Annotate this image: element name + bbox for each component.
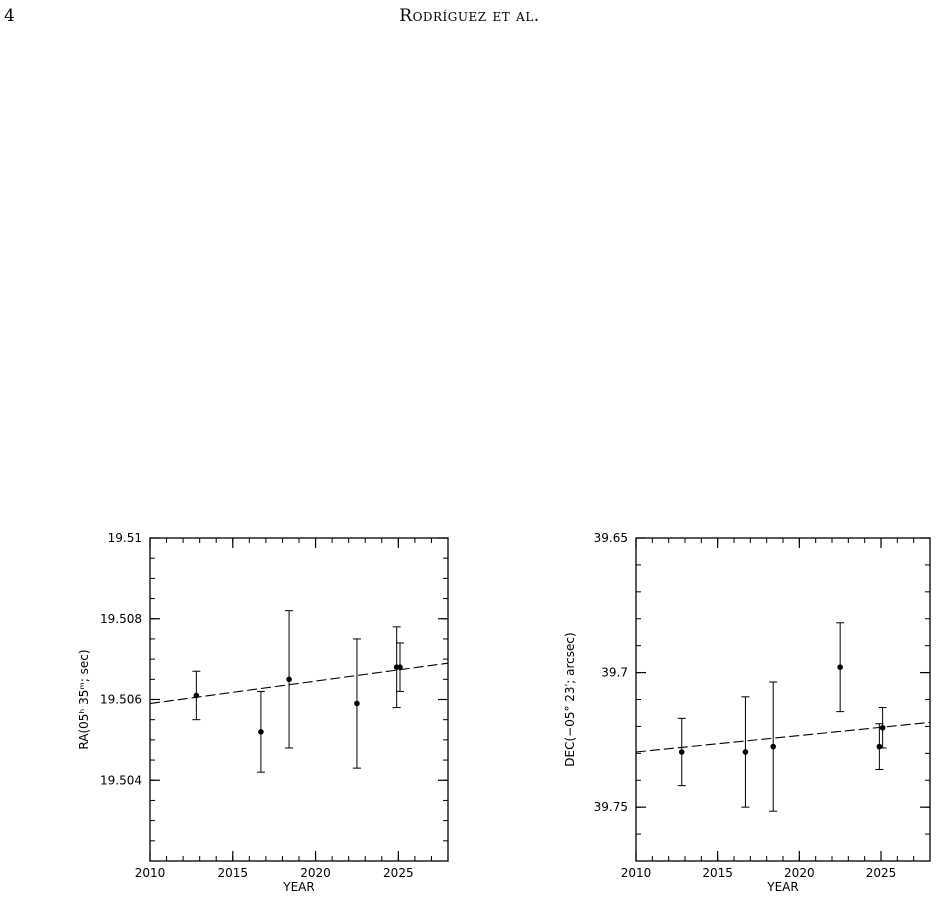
- chart1-data-point: [397, 664, 403, 670]
- chart2-x-tick-label: 2015: [702, 866, 733, 880]
- chart2-frame: [635, 537, 931, 862]
- chart1-y-tick-label: 19.506: [100, 693, 142, 707]
- chart2-y-tick-label: 39.7: [601, 666, 628, 680]
- chart2-plot: 2010 2015 2020 2025 39.65 39.7 39.75 YEAR DEC(−0…: [563, 531, 931, 894]
- chart2-x-tick-label: 2025: [866, 866, 897, 880]
- chart1-y-tick-label: 19.504: [100, 773, 142, 787]
- chart1-y-tick-label: 19.508: [100, 612, 142, 626]
- chart1-x-tick-label: 2010: [135, 866, 166, 880]
- chart2-data-point: [678, 749, 685, 755]
- chart1-x-tick-label: 2020: [300, 866, 331, 880]
- chart2-x-tick-label: 2020: [784, 866, 815, 880]
- chart2-data-point: [876, 743, 883, 750]
- chart1-x-axis-title: YEAR: [282, 880, 314, 894]
- chart1-plot: 2010 2015 2020 2025 19.504 19.506 19.508 19.51 Y…: [77, 531, 449, 894]
- running-head: Rodríguez et al.: [399, 6, 540, 26]
- chart2-data-point: [770, 743, 776, 750]
- chart1-data-point: [193, 692, 200, 699]
- chart2-y-tick-label: 39.75: [594, 800, 628, 814]
- chart2-y-tick-label: 39.65: [594, 531, 628, 545]
- chart2-data-point: [837, 664, 843, 670]
- chart1-frame: [149, 537, 449, 862]
- chart2-data-point: [879, 724, 886, 731]
- chart2-x-axis-title: YEAR: [766, 880, 798, 894]
- chart1-x-tick-label: 2025: [383, 866, 414, 880]
- page-number: 4: [4, 6, 15, 26]
- chart1-x-tick-label: 2015: [218, 866, 249, 880]
- chart2-data-point: [742, 749, 749, 755]
- chart1-data-point: [258, 729, 264, 735]
- chart1-y-tick-label: 19.51: [108, 531, 142, 545]
- chart1-y-axis-title: RA(05ʰ 35ᵐ; sec): [77, 649, 91, 749]
- chart2-x-tick-label: 2010: [621, 866, 652, 880]
- chart1-data-point: [286, 676, 292, 683]
- chart2-y-axis-title: DEC(−05° 23′; arcsec): [563, 632, 577, 766]
- chart1-fit-line: [149, 662, 449, 705]
- chart1-data-point: [354, 700, 360, 707]
